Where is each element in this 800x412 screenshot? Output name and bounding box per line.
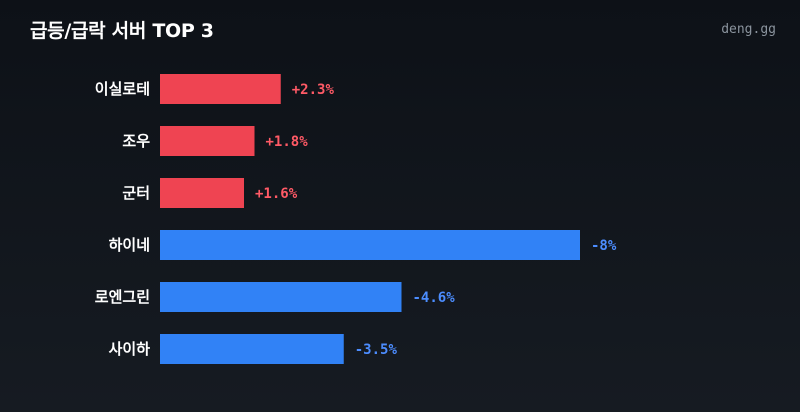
value-label: -3.5% [355, 342, 398, 358]
value-label: -4.6% [413, 290, 456, 306]
bar [160, 334, 344, 364]
category-label: 사이하 [109, 340, 151, 358]
bar [160, 282, 402, 312]
category-label: 하이네 [109, 236, 150, 254]
value-label: +2.3% [292, 82, 335, 98]
brand-label: deng.gg [721, 22, 776, 37]
bar [160, 230, 580, 260]
value-label: +1.8% [266, 134, 309, 150]
bar [160, 74, 281, 104]
chart-title: 급등/급락 서버 TOP 3 [30, 20, 214, 42]
category-label: 조우 [122, 132, 150, 150]
value-label: +1.6% [255, 186, 298, 202]
bar [160, 126, 255, 156]
value-label: -8% [591, 238, 617, 254]
category-label: 이실로테 [95, 80, 150, 98]
bar [160, 178, 244, 208]
category-label: 로엔그린 [95, 288, 150, 306]
category-label: 군터 [122, 184, 150, 202]
